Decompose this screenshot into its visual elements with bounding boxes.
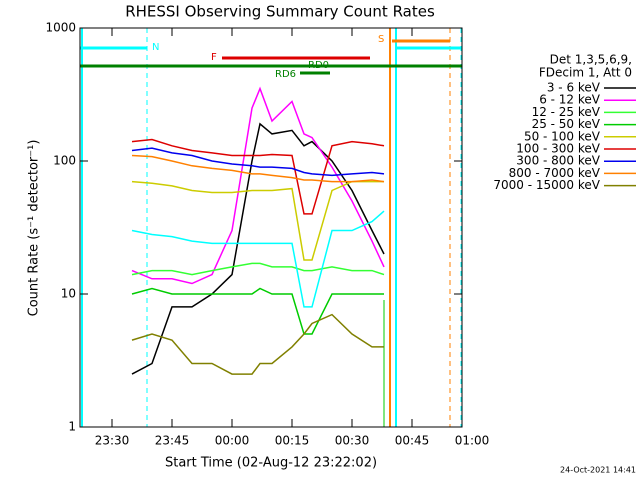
x-tick-label: 01:00 (455, 434, 490, 448)
series-line (131, 154, 385, 183)
x-axis-label: Start Time (02-Aug-12 23:22:02) (165, 456, 377, 471)
series-line (131, 147, 385, 177)
x-tick-label: 00:45 (395, 434, 430, 448)
legend-label: 12 - 25 keV (532, 105, 601, 119)
y-tick-label: 10 (61, 287, 76, 301)
annotation: RD0 (308, 60, 329, 71)
annotation: N (152, 42, 159, 53)
annotation: RD6 (275, 69, 296, 80)
legend-label: 800 - 7000 keV (509, 166, 601, 180)
legend-label: 6 - 12 keV (539, 93, 601, 107)
x-tick-label: 23:30 (95, 434, 130, 448)
annotations: F RD0 RD6 N S (80, 28, 462, 427)
x-tick-label: 23:45 (155, 434, 190, 448)
plot-frame (79, 27, 463, 428)
annotation: S (378, 34, 384, 45)
series-line (131, 180, 384, 261)
series-line (131, 262, 385, 276)
legend-label: 3 - 6 keV (547, 81, 601, 95)
legend-label: 100 - 300 keV (516, 142, 600, 156)
legend-label: 300 - 800 keV (516, 154, 600, 168)
series-line (131, 287, 384, 335)
chart-title: RHESSI Observing Summary Count Rates (125, 3, 435, 21)
series-line (131, 86, 385, 285)
series-line (131, 210, 385, 308)
legend-label: 25 - 50 keV (532, 117, 601, 131)
series-line (131, 122, 385, 375)
x-tick-label: 00:00 (215, 434, 250, 448)
legend-header: FDecim 1, Att 0 (539, 66, 632, 80)
legend-label: 50 - 100 keV (524, 129, 601, 143)
y-tick-label: 1 (68, 420, 76, 434)
legend-label: 7000 - 15000 keV (493, 178, 600, 192)
x-tick-label: 00:30 (335, 434, 370, 448)
series-line (131, 313, 384, 375)
series-line (131, 138, 385, 215)
legend-header: Det 1,3,5,6,9, (550, 53, 632, 67)
annotation: F (211, 52, 217, 63)
y-axis-label: Count Rate (s⁻¹ detector⁻¹) (27, 140, 42, 317)
y-tick-label: 1000 (45, 21, 76, 35)
x-tick-label: 00:15 (275, 434, 310, 448)
y-tick-label: 100 (53, 154, 76, 168)
footer: 24-Oct-2021 14:41 (560, 466, 636, 475)
